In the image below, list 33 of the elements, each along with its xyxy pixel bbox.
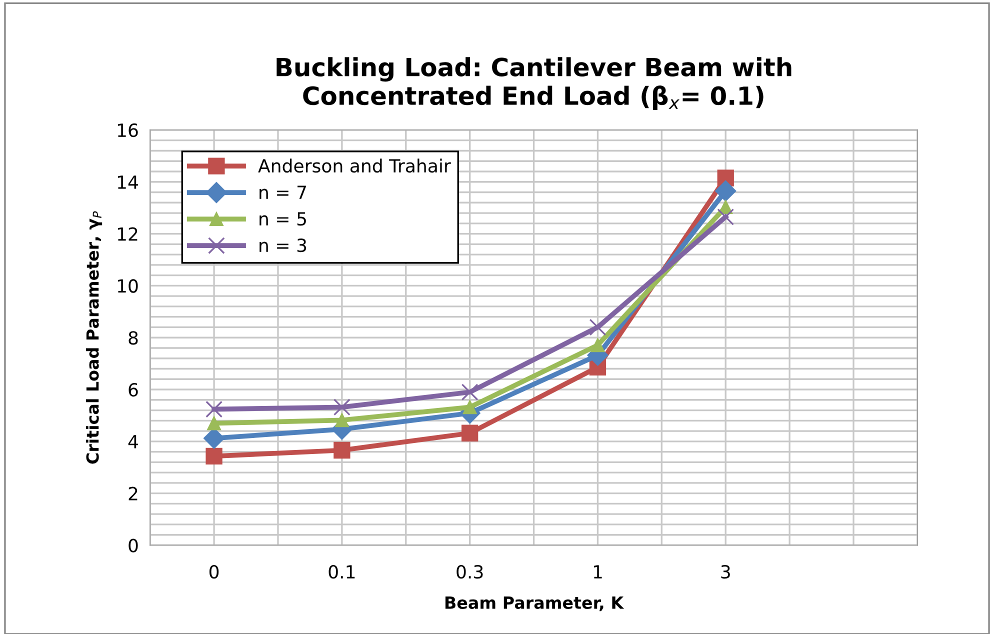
y-tick-label: 6 bbox=[128, 382, 138, 397]
y-tick-label: 0 bbox=[128, 538, 138, 552]
legend-label: n = 3 bbox=[260, 238, 306, 252]
y-tick-label: 4 bbox=[128, 435, 138, 448]
x-tick-label: 0 bbox=[209, 565, 219, 579]
legend-label: n = 7 bbox=[260, 186, 306, 199]
point bbox=[206, 448, 222, 465]
point bbox=[206, 400, 223, 418]
y-tick-label: 14 bbox=[118, 176, 138, 189]
legend-label: Anderson and Trahair bbox=[258, 158, 451, 173]
point bbox=[334, 413, 349, 428]
y-tick-label: 12 bbox=[118, 227, 138, 241]
y-tick-label: 8 bbox=[128, 331, 138, 345]
x-axis-title: Beam Parameter, K bbox=[445, 596, 624, 612]
point bbox=[461, 384, 478, 401]
x-tick-label: 0.1 bbox=[328, 565, 355, 579]
point bbox=[590, 338, 605, 352]
chart-title: Buckling Load: Cantilever Beam with Concentrated End Load (β$_{x}$= 0.1) bbox=[276, 57, 792, 110]
point bbox=[589, 318, 606, 336]
x-tick-label: 3 bbox=[721, 565, 730, 579]
point bbox=[461, 424, 478, 442]
y-axis-title: Critical Load Parameter, γ$_{P}$ bbox=[86, 211, 102, 464]
x-tick-label: 0.3 bbox=[456, 565, 483, 579]
point bbox=[717, 208, 734, 226]
y-tick-label: 10 bbox=[118, 279, 138, 293]
x-tick-label: 1 bbox=[594, 565, 602, 578]
point bbox=[207, 416, 221, 430]
point bbox=[333, 398, 350, 416]
y-tick-label: 2 bbox=[128, 486, 138, 500]
y-tick-label: 16 bbox=[118, 123, 138, 138]
point bbox=[334, 442, 350, 459]
legend-label: n = 5 bbox=[260, 212, 306, 226]
point bbox=[715, 180, 736, 202]
